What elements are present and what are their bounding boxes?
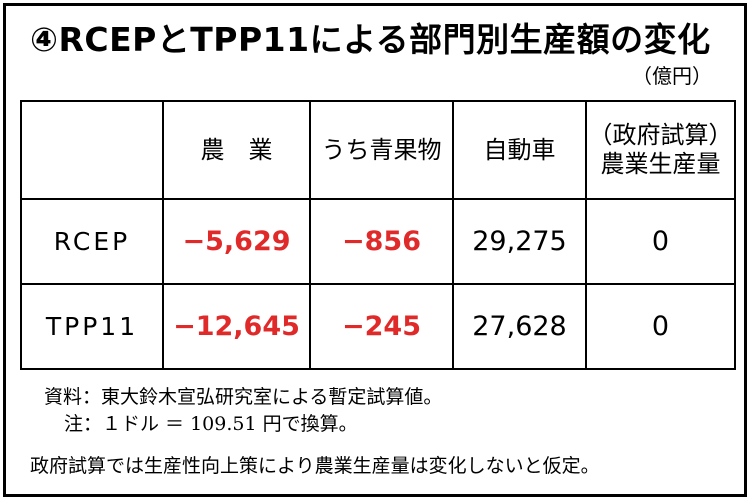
header-automobiles: 自動車 (452, 100, 587, 200)
header-fruits-vegetables: うち青果物 (309, 100, 454, 200)
source-note: 資料：東大鈴木宣弘研究室による暫定試算値。 (44, 386, 443, 408)
row-label: TPP11 (20, 283, 164, 370)
table-row: RCEP −5,629 −856 29,275 0 (20, 198, 736, 285)
header-gov-estimate: （政府試算） 農業生産量 (585, 100, 736, 200)
figure-title: ④RCEPとTPP11による部門別生産額の変化 (30, 20, 711, 59)
cell-gov-estimate: 0 (585, 283, 736, 370)
header-gov-estimate-line1: （政府試算） (588, 121, 733, 150)
cell-agriculture: −12,645 (162, 283, 311, 370)
assumption-footnote: 政府試算では生産性向上策により農業生産量は変化しないと仮定。 (30, 455, 600, 477)
unit-label: （億円） (632, 64, 712, 88)
cell-agriculture: −5,629 (162, 198, 311, 285)
notes-block: 資料：東大鈴木宣弘研究室による暫定試算値。 注：１ドル ＝ 109.51 円で換… (44, 384, 442, 438)
figure-frame (3, 3, 747, 497)
data-table: 農 業 うち青果物 自動車 （政府試算） 農業生産量 RCEP −5,629 −… (20, 100, 736, 370)
header-gov-estimate-line2: 農業生産量 (600, 150, 721, 178)
cell-fruits-vegetables: −856 (309, 198, 454, 285)
table-row: TPP11 −12,645 −245 27,628 0 (20, 283, 736, 370)
cell-gov-estimate: 0 (585, 198, 736, 285)
header-agriculture: 農 業 (162, 100, 311, 200)
cell-automobiles: 27,628 (452, 283, 587, 370)
row-label: RCEP (20, 198, 164, 285)
table-header-row: 農 業 うち青果物 自動車 （政府試算） 農業生産量 (20, 100, 736, 200)
header-empty (20, 100, 164, 200)
exchange-rate-note: 注：１ドル ＝ 109.51 円で換算。 (64, 413, 358, 435)
cell-fruits-vegetables: −245 (309, 283, 454, 370)
cell-automobiles: 29,275 (452, 198, 587, 285)
